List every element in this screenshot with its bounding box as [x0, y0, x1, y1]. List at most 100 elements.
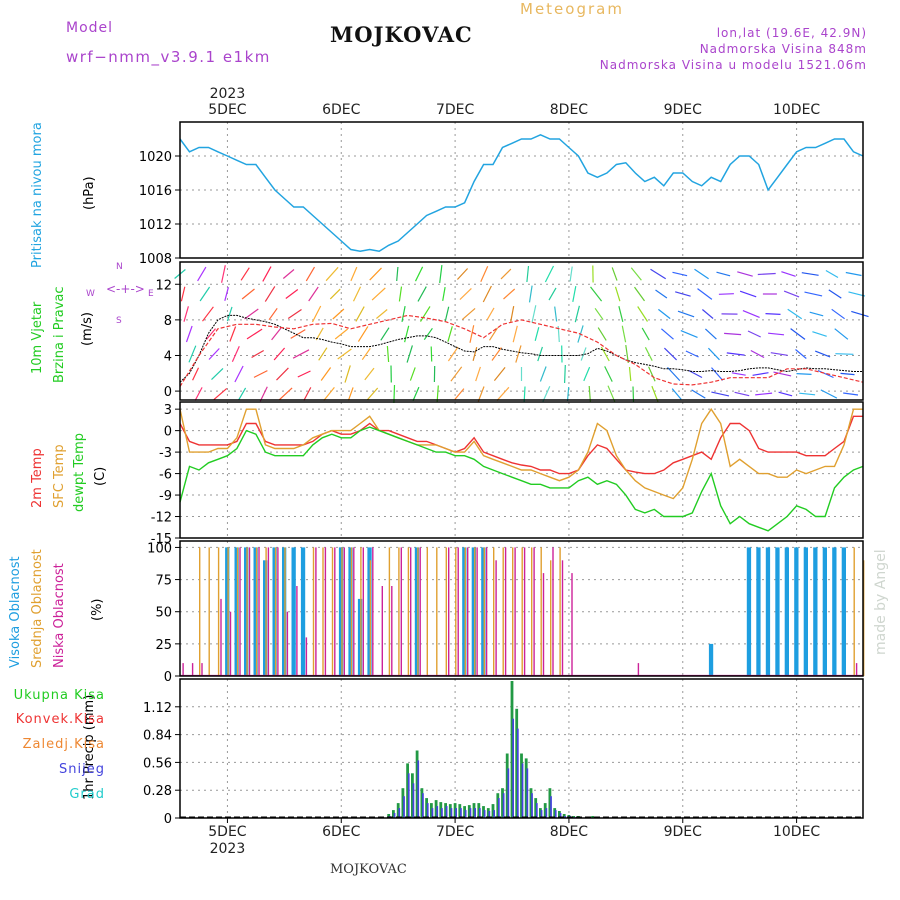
sfc-line	[179, 407, 863, 500]
ytick-label: 12	[155, 278, 172, 293]
wind-arrow	[334, 328, 349, 340]
wind-arrow	[469, 325, 475, 343]
wind-arrow	[251, 349, 265, 359]
wind-arrow	[361, 347, 371, 361]
wind-speed-line	[179, 314, 863, 383]
wind-arrow	[264, 286, 276, 302]
compass-cross-icon: <-+->	[106, 282, 145, 296]
cloud_mid-bar	[217, 547, 220, 676]
wind-arrow	[604, 366, 613, 382]
wind-arrow	[634, 286, 645, 302]
wind-gust-line	[179, 314, 864, 387]
precip_snow-bar	[550, 796, 552, 818]
wind-arrow	[285, 289, 299, 299]
cloud_low-bar	[381, 586, 383, 676]
wind-arrow	[325, 266, 339, 282]
wind-arrow	[630, 267, 642, 281]
wind-arrow	[790, 328, 806, 340]
compass-e: E	[148, 289, 154, 299]
cloud_low-bar	[476, 547, 478, 676]
cloud_high-bar	[471, 547, 476, 676]
ytick-label: -12	[151, 511, 172, 526]
cloud_low-bar	[220, 598, 222, 676]
wind-arrow	[742, 310, 760, 318]
precip_snow-bar	[393, 813, 396, 818]
cloud_high-bar	[300, 547, 306, 676]
wind-arrow	[491, 347, 502, 361]
wind-arrow	[594, 307, 604, 321]
ytick-label: 3	[164, 403, 172, 418]
precip_snow-bar	[540, 810, 543, 818]
wind-arrow	[843, 392, 859, 396]
precip_snow-bar	[493, 810, 495, 818]
cloud_low-bar	[248, 547, 251, 676]
wind-arrow	[691, 389, 706, 399]
pressure-line	[179, 133, 864, 252]
precip_snow-bar	[479, 808, 481, 818]
wind-arrow	[618, 306, 624, 322]
cloud_mid-bar	[426, 547, 428, 676]
precip_total-bar	[486, 808, 490, 818]
wind-arrow	[755, 392, 773, 396]
wind-arrow	[809, 311, 824, 317]
ytick-label: 0.84	[143, 729, 172, 744]
wind-arrow	[183, 306, 189, 322]
wind-arrow	[292, 349, 310, 359]
precip_total-bar	[529, 788, 533, 818]
cloud_low-bar	[277, 547, 279, 676]
precip_total-bar	[420, 788, 424, 818]
cloud_mid-bar	[853, 547, 855, 676]
precip_snow-bar	[426, 803, 429, 818]
wind-arrow	[482, 285, 492, 303]
wind-arrow	[211, 367, 224, 381]
wind-arrow	[663, 347, 678, 361]
precip_snow-bar	[488, 811, 491, 818]
wind-arrow	[447, 346, 459, 362]
wind-arrow	[450, 366, 463, 382]
cloud_mid-bar	[417, 547, 419, 676]
cloud_low-bar	[267, 547, 270, 676]
wind-arrow	[423, 327, 433, 341]
precip_snow-bar	[526, 768, 529, 818]
wind-arrow	[781, 271, 796, 277]
wind-arrow	[202, 306, 214, 322]
cloud_low-bar	[514, 547, 516, 676]
wind-arrow	[371, 287, 386, 301]
precip_total-bar	[501, 788, 504, 818]
cloud_low-bar	[410, 547, 412, 676]
precip_total-bar	[524, 758, 528, 818]
ytick-label: 1008	[139, 252, 172, 267]
meteogram-title: Meteogram	[520, 0, 624, 18]
wind-arrow	[548, 287, 557, 301]
precip_total-bar	[520, 753, 523, 818]
precip_total-bar	[463, 806, 466, 818]
cloud_high-bar	[756, 547, 761, 676]
cloud_mid-bar	[322, 547, 324, 676]
ytick-label: 0.28	[143, 784, 172, 799]
wind-arrow	[430, 346, 433, 362]
wind-arrow	[276, 367, 289, 381]
wind-arrow	[835, 353, 854, 355]
cloud_high-bar	[244, 547, 249, 676]
cloud_mid-bar	[255, 547, 258, 676]
cloud_high-bar	[253, 547, 258, 676]
precip_snow-bar	[498, 798, 500, 818]
cloud_mid-bar	[360, 547, 362, 676]
wind-arrow	[406, 345, 413, 363]
wind-arrow	[812, 331, 827, 337]
cloud_mid-bar	[199, 547, 201, 676]
footer-station: MOJKOVAC	[330, 862, 407, 877]
panel-frame-4	[179, 678, 864, 819]
precip_snow-bar	[507, 768, 510, 818]
wind-arrow	[637, 306, 649, 322]
wind-arrow	[768, 332, 785, 336]
compass-n: N	[116, 262, 123, 272]
precip_snow-bar	[521, 763, 524, 818]
precip_snow-bar	[483, 810, 486, 818]
precip_total-bar	[458, 804, 462, 818]
precip_total-bar	[539, 808, 542, 818]
top-day-label: 10DEC	[773, 102, 820, 118]
wind-arrow	[704, 328, 717, 340]
cloud_high-bar	[765, 547, 771, 676]
wind-arrow	[213, 387, 228, 401]
